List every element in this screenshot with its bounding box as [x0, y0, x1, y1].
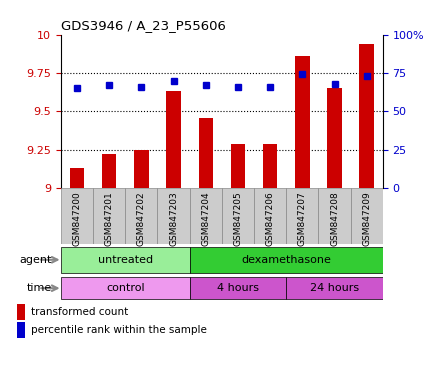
Text: GSM847207: GSM847207 [297, 191, 306, 246]
FancyBboxPatch shape [93, 188, 125, 244]
Text: GSM847201: GSM847201 [105, 191, 113, 246]
Text: GSM847204: GSM847204 [201, 191, 210, 246]
Bar [102, 154, 116, 188]
FancyBboxPatch shape [189, 188, 221, 244]
Bar [262, 144, 277, 188]
Text: GSM847208: GSM847208 [329, 191, 338, 246]
Bar [69, 168, 84, 188]
Text: time: time [27, 283, 52, 293]
Text: GSM847206: GSM847206 [265, 191, 274, 246]
Bar [358, 44, 373, 188]
Text: 24 hours: 24 hours [309, 283, 358, 293]
Text: control: control [106, 283, 144, 293]
Text: GSM847203: GSM847203 [169, 191, 178, 246]
FancyBboxPatch shape [125, 188, 157, 244]
FancyBboxPatch shape [286, 188, 318, 244]
Text: GSM847209: GSM847209 [362, 191, 370, 246]
Text: GSM847200: GSM847200 [72, 191, 81, 246]
FancyBboxPatch shape [221, 188, 253, 244]
FancyBboxPatch shape [61, 247, 189, 273]
Text: agent: agent [20, 255, 52, 265]
FancyBboxPatch shape [318, 188, 350, 244]
Bar [166, 91, 181, 188]
FancyBboxPatch shape [61, 277, 189, 300]
Text: dexamethasone: dexamethasone [241, 255, 330, 265]
Text: transformed count: transformed count [31, 307, 128, 317]
Bar [17, 304, 25, 319]
FancyBboxPatch shape [157, 188, 189, 244]
Bar [134, 150, 148, 188]
Text: untreated: untreated [98, 255, 152, 265]
Bar [230, 144, 245, 188]
Text: 4 hours: 4 hours [217, 283, 258, 293]
Text: GSM847202: GSM847202 [137, 191, 145, 246]
Bar [326, 88, 341, 188]
FancyBboxPatch shape [253, 188, 286, 244]
Bar [17, 322, 25, 338]
Text: percentile rank within the sample: percentile rank within the sample [31, 325, 207, 335]
FancyBboxPatch shape [350, 188, 382, 244]
FancyBboxPatch shape [61, 188, 93, 244]
FancyBboxPatch shape [286, 277, 382, 300]
Text: GSM847205: GSM847205 [233, 191, 242, 246]
Bar [198, 118, 213, 188]
FancyBboxPatch shape [189, 247, 382, 273]
Bar [294, 56, 309, 188]
Text: GDS3946 / A_23_P55606: GDS3946 / A_23_P55606 [61, 19, 225, 32]
FancyBboxPatch shape [189, 277, 286, 300]
